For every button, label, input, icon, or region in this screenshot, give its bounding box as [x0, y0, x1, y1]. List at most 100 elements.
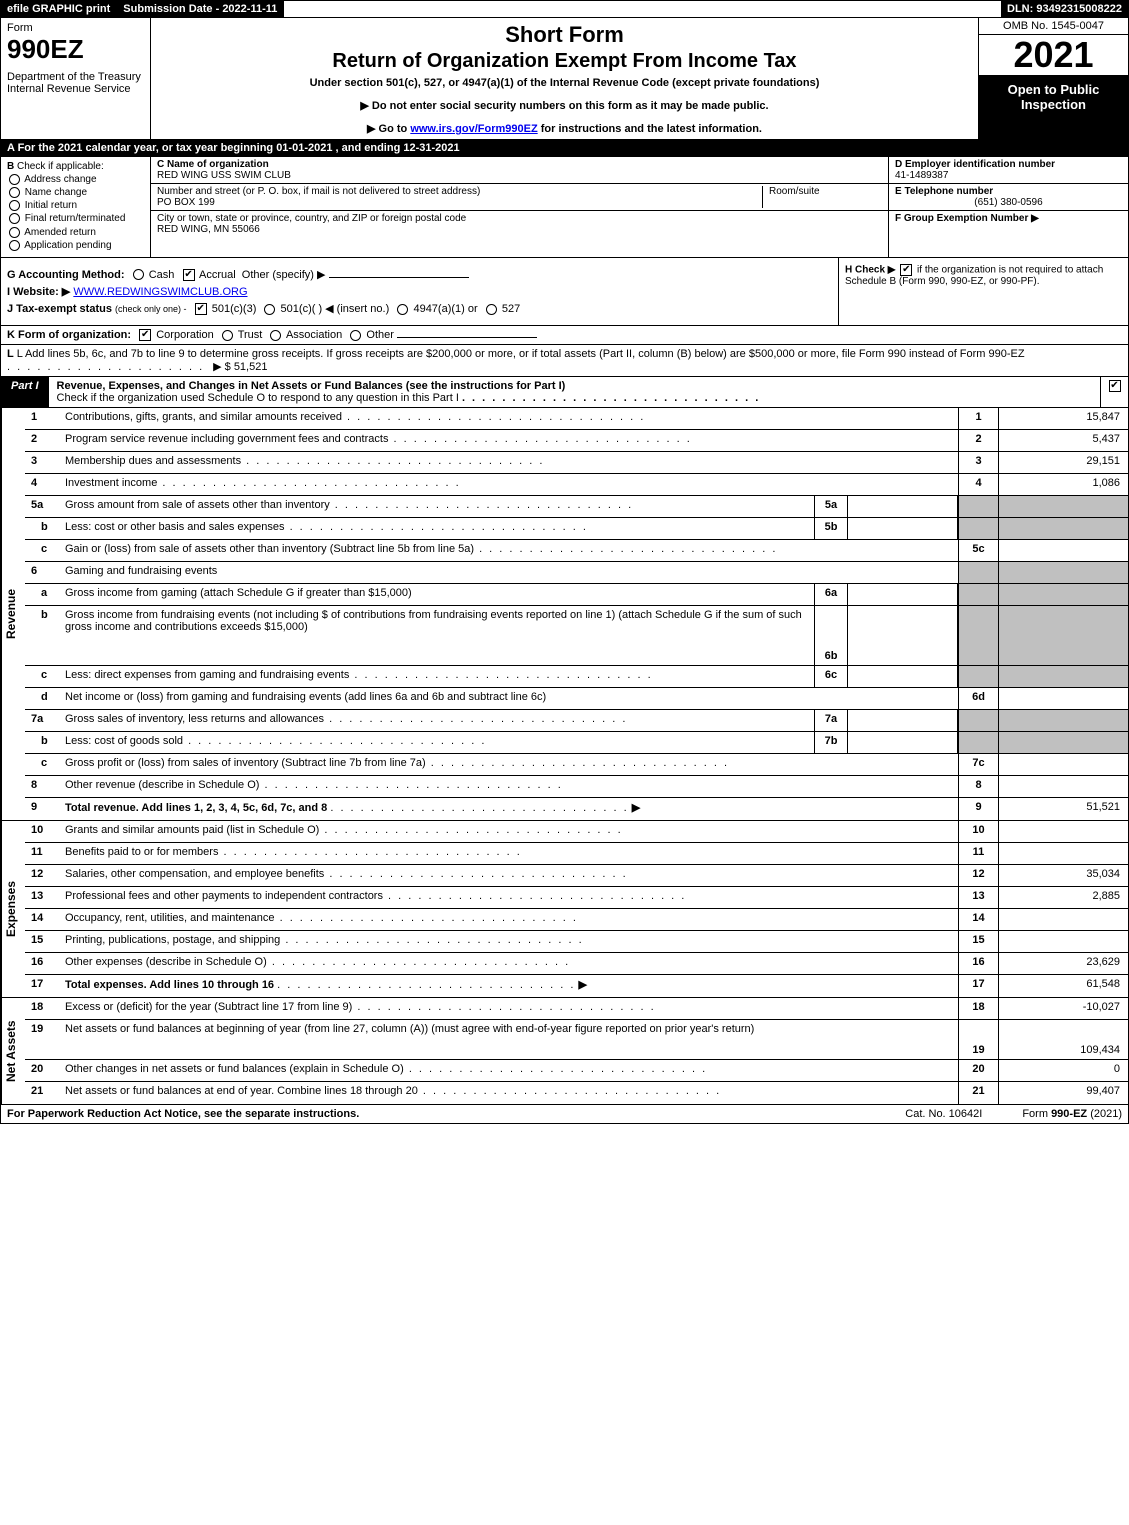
line-7a-desc: Gross sales of inventory, less returns a…	[61, 710, 814, 731]
line-19-num: 19	[25, 1020, 61, 1059]
line-5b-desc: Less: cost or other basis and sales expe…	[61, 518, 814, 539]
part-1-title-text: Revenue, Expenses, and Changes in Net As…	[57, 380, 566, 392]
org-name-row: C Name of organization RED WING USS SWIM…	[151, 157, 888, 184]
cash-radio[interactable]	[133, 269, 144, 280]
line-6b-inline-val	[848, 606, 958, 665]
line-13-rnum: 13	[958, 887, 998, 908]
line-5b: b Less: cost or other basis and sales ex…	[25, 518, 1128, 540]
501c-radio[interactable]	[264, 304, 275, 315]
check-address-change[interactable]: Address change	[7, 174, 144, 185]
website-label: I Website: ▶	[7, 286, 70, 298]
section-i: I Website: ▶ WWW.REDWINGSWIMCLUB.ORG	[7, 285, 832, 298]
section-b-subtitle: Check if applicable:	[17, 161, 104, 172]
check-initial-return[interactable]: Initial return	[7, 200, 144, 211]
line-5b-inline-num: 5b	[814, 518, 848, 539]
line-7b-inline-val	[848, 732, 958, 753]
line-13-desc: Professional fees and other payments to …	[61, 887, 958, 908]
check-amended-return[interactable]: Amended return	[7, 227, 144, 238]
schedule-b-checkbox[interactable]	[900, 264, 912, 276]
line-6b-rval-shaded	[998, 606, 1128, 665]
h-prefix: H Check ▶	[845, 264, 898, 275]
section-g: G Accounting Method: Cash Accrual Other …	[7, 268, 832, 281]
ein-value: 41-1489387	[895, 170, 1122, 181]
irs-link[interactable]: www.irs.gov/Form990EZ	[410, 123, 537, 135]
line-3-desc: Membership dues and assessments	[61, 452, 958, 473]
line-20-value: 0	[998, 1060, 1128, 1081]
line-14-rnum: 14	[958, 909, 998, 930]
line-6a-rval-shaded	[998, 584, 1128, 605]
line-2-value: 5,437	[998, 430, 1128, 451]
line-18-num: 18	[25, 998, 61, 1019]
instructions-suffix: for instructions and the latest informat…	[538, 123, 762, 135]
other-org-input[interactable]	[397, 337, 537, 338]
tax-year: 2021	[979, 35, 1128, 76]
4947-radio[interactable]	[397, 304, 408, 315]
line-21-desc: Net assets or fund balances at end of ye…	[61, 1082, 958, 1104]
check-final-return[interactable]: Final return/terminated	[7, 213, 144, 224]
line-2-desc: Program service revenue including govern…	[61, 430, 958, 451]
line-16-desc: Other expenses (describe in Schedule O)	[61, 953, 958, 974]
line-6a: a Gross income from gaming (attach Sched…	[25, 584, 1128, 606]
line-6b: b Gross income from fundraising events (…	[25, 606, 1128, 666]
501c3-checkbox[interactable]	[195, 303, 207, 315]
other-method-input[interactable]	[329, 277, 469, 278]
accrual-checkbox[interactable]	[183, 269, 195, 281]
line-6c-rval-shaded	[998, 666, 1128, 687]
header-subtitle: Under section 501(c), 527, or 4947(a)(1)…	[159, 77, 970, 89]
line-7b-desc: Less: cost of goods sold	[61, 732, 814, 753]
line-10-rnum: 10	[958, 821, 998, 842]
website-link[interactable]: WWW.REDWINGSWIMCLUB.ORG	[73, 286, 247, 298]
line-9-rnum: 9	[958, 798, 998, 820]
line-5b-rval-shaded	[998, 518, 1128, 539]
line-6d-desc: Net income or (loss) from gaming and fun…	[61, 688, 958, 709]
line-20-desc: Other changes in net assets or fund bala…	[61, 1060, 958, 1081]
line-13-value: 2,885	[998, 887, 1128, 908]
form-number: 990EZ	[7, 34, 144, 65]
other-org-radio[interactable]	[350, 330, 361, 341]
line-21-value: 99,407	[998, 1082, 1128, 1104]
trust-radio[interactable]	[222, 330, 233, 341]
section-l: L L Add lines 5b, 6c, and 7b to line 9 t…	[0, 345, 1129, 377]
efile-print-label[interactable]: efile GRAPHIC print	[1, 1, 117, 17]
header-right: OMB No. 1545-0047 2021 Open to Public In…	[978, 18, 1128, 139]
group-exemption-label: F Group Exemption Number ▶	[895, 213, 1039, 224]
part-1-schedule-o-check[interactable]	[1100, 377, 1128, 407]
line-6c-rnum-shaded	[958, 666, 998, 687]
line-7b-num: b	[25, 732, 61, 753]
instructions-prefix: ▶ Go to	[367, 123, 410, 135]
check-name-change[interactable]: Name change	[7, 187, 144, 198]
check-application-pending[interactable]: Application pending	[7, 240, 144, 251]
line-1-value: 15,847	[998, 408, 1128, 429]
line-11-desc: Benefits paid to or for members	[61, 843, 958, 864]
paperwork-notice: For Paperwork Reduction Act Notice, see …	[7, 1108, 865, 1120]
gross-receipts-amount: $ 51,521	[225, 361, 268, 373]
line-14: 14 Occupancy, rent, utilities, and maint…	[25, 909, 1128, 931]
revenue-rows: 1 Contributions, gifts, grants, and simi…	[25, 408, 1128, 820]
line-5b-rnum-shaded	[958, 518, 998, 539]
4947-label: 4947(a)(1) or	[413, 303, 477, 315]
line-4: 4 Investment income 4 1,086	[25, 474, 1128, 496]
phone-label: E Telephone number	[895, 186, 1122, 197]
street-label: Number and street (or P. O. box, if mail…	[157, 186, 762, 197]
corporation-checkbox[interactable]	[139, 329, 151, 341]
line-12-num: 12	[25, 865, 61, 886]
city-value: RED WING, MN 55066	[157, 224, 882, 235]
street-row: Number and street (or P. O. box, if mail…	[151, 184, 888, 211]
association-radio[interactable]	[270, 330, 281, 341]
check-amended-return-label: Amended return	[24, 227, 96, 238]
line-7a-inline-num: 7a	[814, 710, 848, 731]
line-13-num: 13	[25, 887, 61, 908]
line-10: 10 Grants and similar amounts paid (list…	[25, 821, 1128, 843]
527-radio[interactable]	[486, 304, 497, 315]
line-20-rnum: 20	[958, 1060, 998, 1081]
line-7a-inline-val	[848, 710, 958, 731]
line-5c-rnum: 5c	[958, 540, 998, 561]
line-9-num: 9	[25, 798, 61, 820]
line-15: 15 Printing, publications, postage, and …	[25, 931, 1128, 953]
part-1-title: Revenue, Expenses, and Changes in Net As…	[49, 377, 1100, 407]
line-12-rnum: 12	[958, 865, 998, 886]
line-6-desc: Gaming and fundraising events	[61, 562, 958, 583]
line-2: 2 Program service revenue including gove…	[25, 430, 1128, 452]
line-3-value: 29,151	[998, 452, 1128, 473]
501c3-label: 501(c)(3)	[212, 303, 257, 315]
